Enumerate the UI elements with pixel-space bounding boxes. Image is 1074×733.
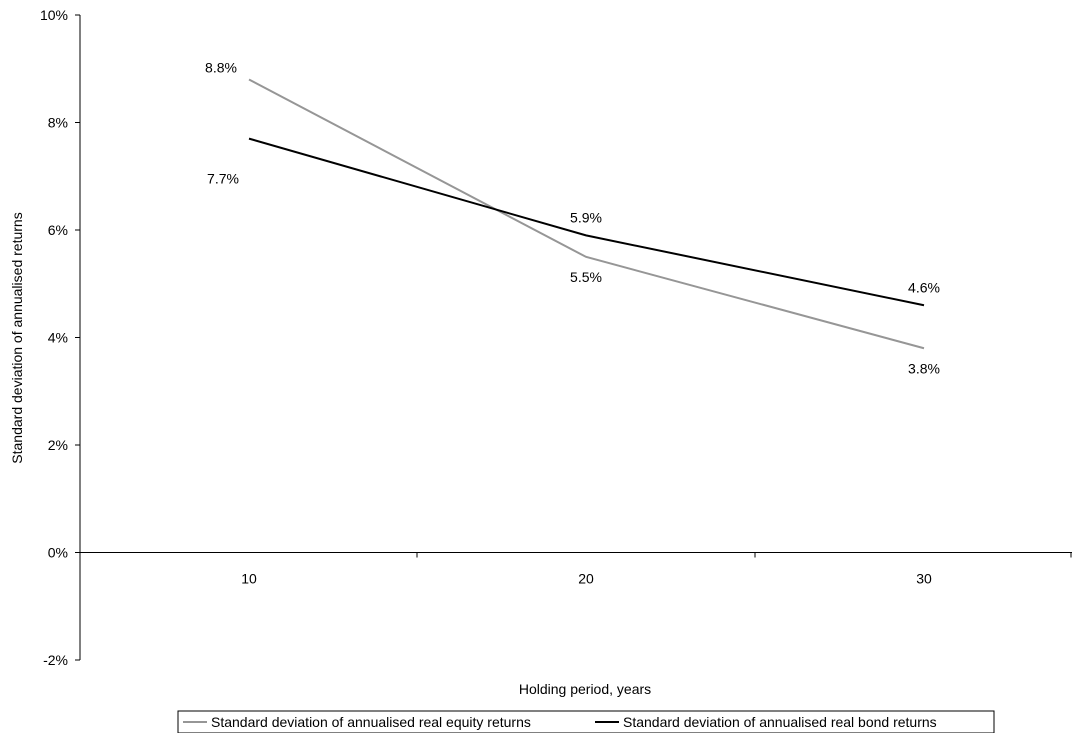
y-tick-label: 0% [48, 545, 68, 561]
data-label-bond: 4.6% [908, 279, 940, 295]
legend-label-equity: Standard deviation of annualised real eq… [211, 714, 531, 730]
data-label-bond: 5.9% [570, 209, 602, 225]
x-axis: 10 20 30 [80, 552, 1072, 587]
y-tick-label: 8% [48, 115, 68, 131]
y-tick-label: 2% [48, 437, 68, 453]
series-line-bond [248, 137, 925, 307]
series-lines [248, 78, 925, 350]
y-tick-label: 4% [48, 330, 68, 346]
data-label-equity: 8.8% [205, 60, 237, 76]
x-tick-label: 20 [578, 571, 594, 587]
data-label-bond: 7.7% [207, 171, 239, 187]
y-axis-title: Standard deviation of annualised returns [9, 212, 25, 463]
series-line-equity [248, 78, 925, 350]
y-tick-label: -2% [43, 652, 68, 668]
legend-box [177, 710, 995, 733]
data-labels: 8.8% 5.5% 3.8% 7.7% 5.9% 4.6% [205, 60, 940, 377]
y-axis: -2% 0% 2% 4% 6% 8% 10% [40, 7, 81, 668]
data-label-equity: 5.5% [570, 269, 602, 285]
legend: Standard deviation of annualised real eq… [177, 710, 995, 733]
data-label-equity: 3.8% [908, 360, 940, 376]
x-tick-label: 30 [916, 571, 932, 587]
x-axis-title: Holding period, years [519, 681, 651, 697]
y-tick-label: 6% [48, 222, 68, 238]
y-tick-label: 10% [40, 7, 68, 23]
x-tick-label: 10 [241, 571, 257, 587]
legend-label-bond: Standard deviation of annualised real bo… [623, 714, 937, 730]
